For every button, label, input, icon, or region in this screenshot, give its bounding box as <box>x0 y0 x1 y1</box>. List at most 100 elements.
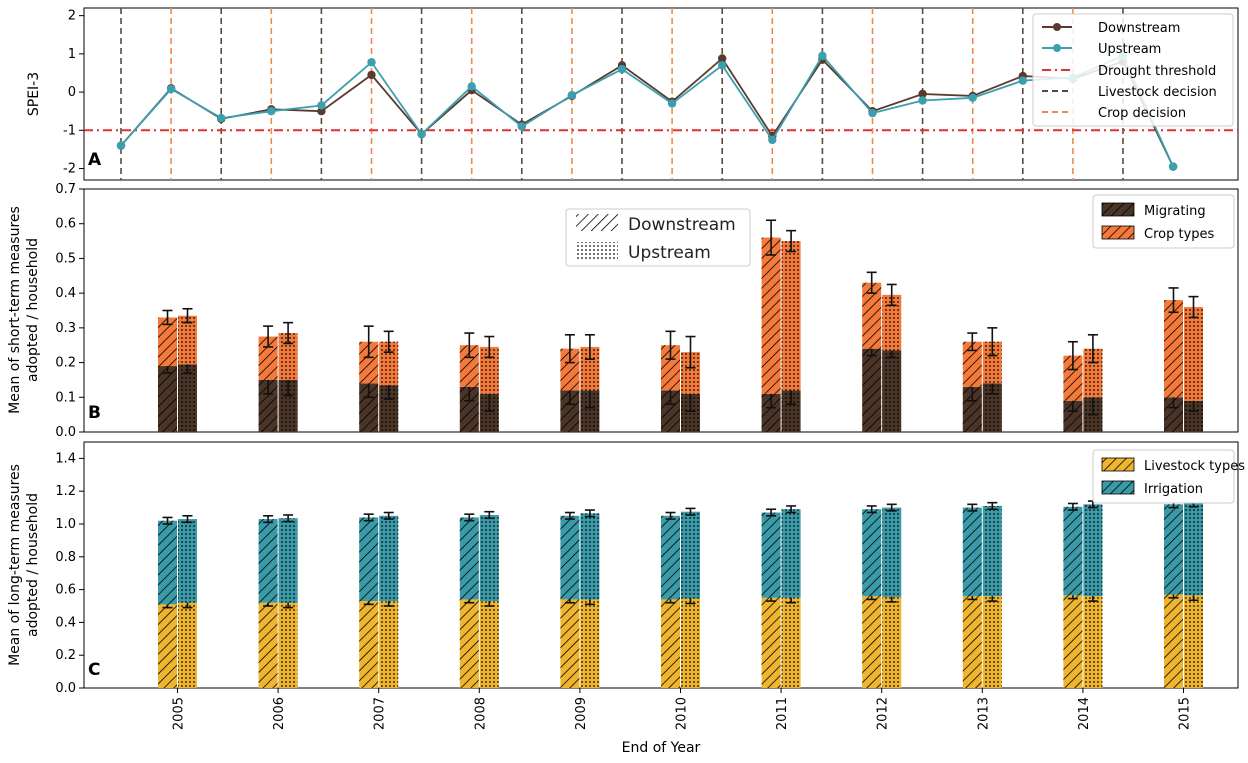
panel-c-ylabel-line2: adopted / household <box>25 493 41 637</box>
xtick-label: 2005 <box>172 697 187 730</box>
bar-hatch-downstream <box>1063 595 1083 688</box>
legend-crop-decision-label: Crop decision <box>1098 106 1186 121</box>
point-upstream <box>868 108 877 118</box>
bar-hatch-upstream <box>479 514 499 602</box>
bar-hatch-upstream <box>1184 307 1203 401</box>
bar-hatch-upstream <box>882 507 902 597</box>
point-upstream <box>968 93 977 103</box>
panel-b-y-axis: 0.0 0.1 0.2 0.3 0.4 0.5 0.6 0.7 <box>55 182 84 440</box>
panel-b-ylabel-line1: Mean of short-term measures <box>7 206 23 414</box>
legend-downstream-hatch <box>576 214 618 231</box>
ytick-label: 0.4 <box>55 286 76 301</box>
bar-hatch-downstream <box>962 386 982 432</box>
bar-hatch-downstream <box>962 341 982 387</box>
bar-hatch-upstream <box>882 294 902 351</box>
ytick-label: 0.0 <box>55 425 76 440</box>
point-upstream <box>467 82 476 91</box>
point-downstream <box>918 89 927 99</box>
panel-a-y-axis: -2 -1 0 1 2 <box>63 9 84 177</box>
bar-hatch-downstream <box>258 519 278 603</box>
panel-b-hatch-legend: Downstream Upstream <box>565 208 751 267</box>
bar-hatch-upstream <box>882 350 902 432</box>
ytick-label: 0.6 <box>55 583 76 598</box>
legend-migrating-label: Migrating <box>1144 204 1206 219</box>
ytick-label: 0.4 <box>55 615 76 630</box>
series-line-upstream <box>120 54 1174 167</box>
panel-c-long-term: 0.0 0.2 0.4 0.6 0.8 1.0 1.2 1.4 Mean of long-te… <box>7 441 1245 696</box>
panel-c-ylabel-line1: Mean of long-term measures <box>7 464 23 666</box>
point-upstream <box>517 122 526 131</box>
bar-hatch-downstream <box>158 366 177 432</box>
bar-hatch-upstream <box>479 601 499 688</box>
bar-hatch-downstream <box>560 599 580 688</box>
xtick-label: 2008 <box>473 697 488 730</box>
point-upstream <box>166 84 176 94</box>
bar-hatch-downstream <box>1063 400 1083 432</box>
bar-hatch-upstream <box>681 511 700 599</box>
bar-hatch-downstream <box>1063 355 1083 401</box>
bar-hatch-downstream <box>459 599 479 688</box>
bar-hatch-upstream <box>580 599 600 688</box>
bar-hatch-downstream <box>962 596 982 688</box>
point-upstream <box>317 101 326 110</box>
bar-hatch-upstream <box>1083 348 1103 398</box>
point-upstream <box>417 129 426 139</box>
legend-drought-label: Drought threshold <box>1098 64 1216 79</box>
bar-hatch-upstream <box>781 509 801 598</box>
bar-hatch-downstream <box>661 390 680 432</box>
bar-hatch-downstream <box>1164 594 1183 688</box>
bar-hatch-upstream <box>781 390 801 432</box>
bar-hatch-downstream <box>560 515 580 600</box>
bar-hatch-upstream <box>178 364 197 432</box>
panel-b-legend: Migrating Crop types <box>1092 194 1235 249</box>
panel-a-ytick-label: 2 <box>68 9 76 24</box>
legend-irrigation-hatch <box>1102 481 1134 494</box>
bar-hatch-downstream <box>761 512 781 598</box>
bar-hatch-downstream <box>862 509 882 597</box>
xtick-label: 2011 <box>775 697 790 730</box>
ytick-label: 0.6 <box>55 217 76 232</box>
legend-downstream-marker <box>1053 23 1061 31</box>
point-upstream <box>667 99 677 108</box>
bar-hatch-downstream <box>1164 397 1183 432</box>
series-line-downstream <box>120 57 1174 168</box>
panel-b-bars <box>158 219 1203 432</box>
panel-b-letter: B <box>88 403 101 423</box>
bar-hatch-upstream <box>178 519 197 603</box>
xtick-label: 2009 <box>574 697 589 730</box>
panel-c-legend: Livestock types Irrigation <box>1092 449 1245 504</box>
xtick-label: 2015 <box>1178 697 1193 730</box>
bar-hatch-downstream <box>459 345 479 387</box>
legend-livestock-types-label: Livestock types <box>1144 459 1245 474</box>
bar-hatch-upstream <box>379 601 399 688</box>
bar-hatch-downstream <box>560 390 580 432</box>
panel-a-letter: A <box>88 150 102 170</box>
legend-irrigation-label: Irrigation <box>1144 482 1203 497</box>
panel-a-ytick-label: -1 <box>63 123 76 138</box>
bar-hatch-downstream <box>1164 300 1183 398</box>
panel-b-ylabel-line2: adopted / household <box>25 238 41 382</box>
bar-hatch-upstream <box>278 518 298 603</box>
panel-a-series <box>116 51 1178 171</box>
panel-c-y-axis: 0.0 0.2 0.4 0.6 0.8 1.0 1.2 1.4 <box>55 451 84 696</box>
bar-hatch-upstream <box>1184 503 1203 596</box>
bar-hatch-upstream <box>681 352 700 394</box>
panel-a-legend: Downstream Upstream Drought threshold Li… <box>1032 13 1234 127</box>
point-upstream <box>567 90 577 100</box>
point-upstream <box>918 96 927 105</box>
bar-hatch-upstream <box>178 315 197 365</box>
bar-hatch-upstream <box>580 346 600 391</box>
point-upstream <box>617 64 627 74</box>
legend-crop-types-hatch <box>1102 226 1134 239</box>
legend-migrating-hatch <box>1102 203 1134 216</box>
ytick-label: 0.0 <box>55 681 76 696</box>
bar-hatch-downstream <box>459 517 479 600</box>
bar-hatch-downstream <box>661 345 680 391</box>
ytick-label: 0.8 <box>55 550 76 565</box>
ytick-label: 0.1 <box>55 390 76 405</box>
ytick-label: 0.3 <box>55 321 76 336</box>
bar-hatch-upstream <box>982 505 1002 597</box>
ytick-label: 0.2 <box>55 356 76 371</box>
legend-hatch-downstream-label: Downstream <box>628 215 736 235</box>
